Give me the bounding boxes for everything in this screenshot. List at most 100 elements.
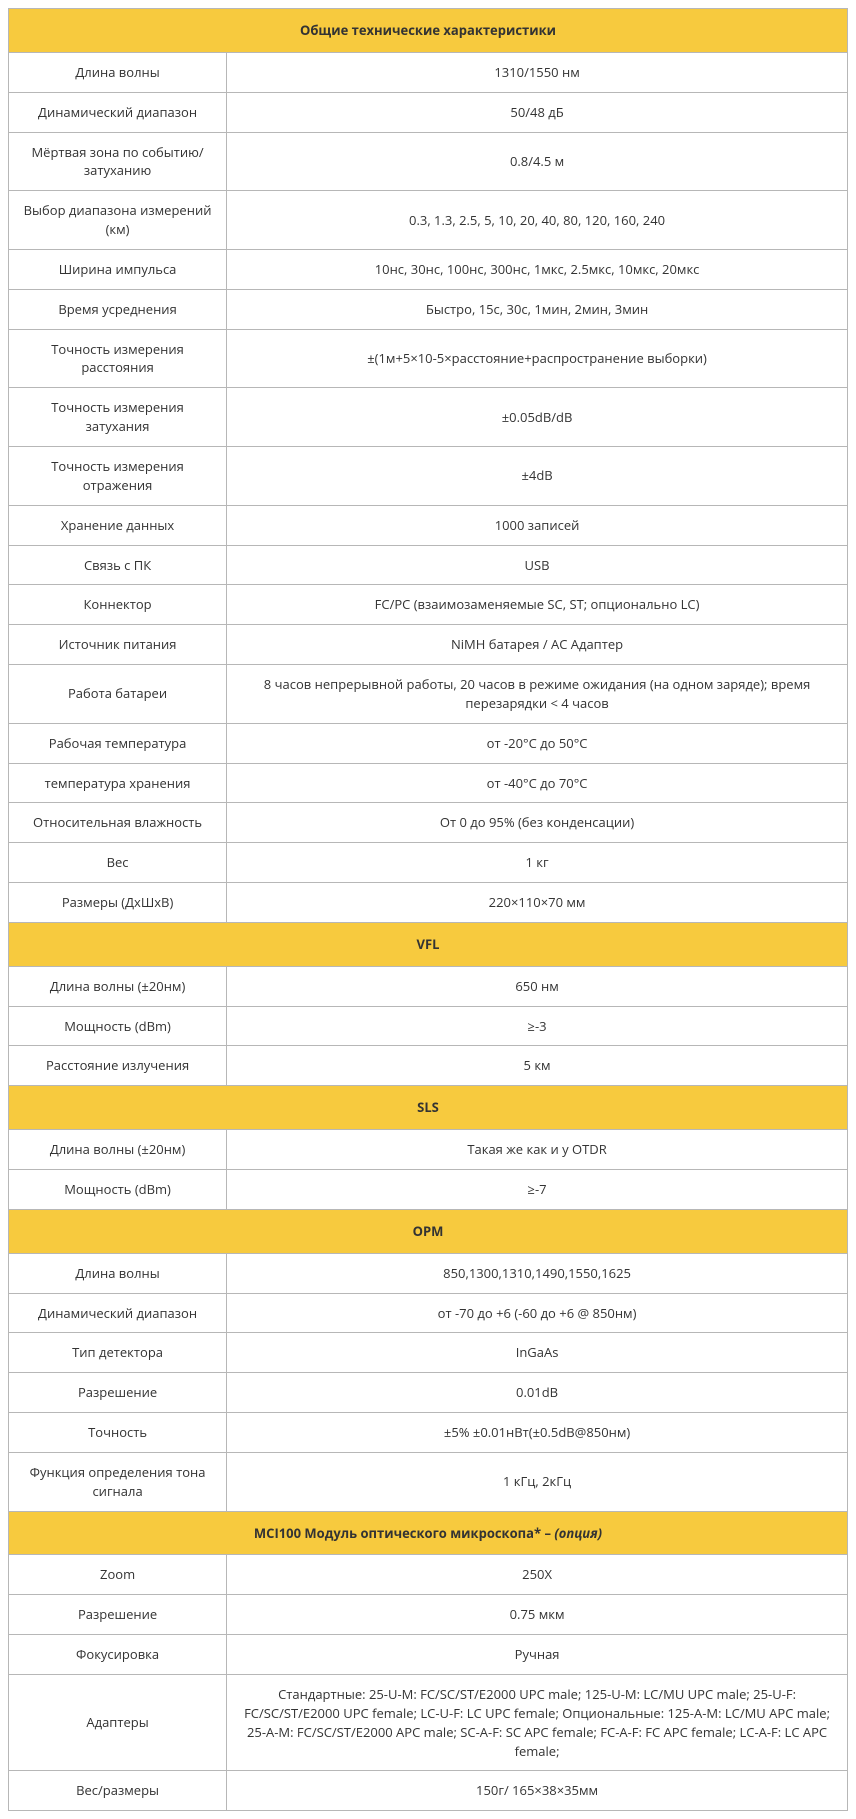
table-row: Точность измерения отражения±4dB — [9, 446, 848, 505]
value-cell: 1310/1550 нм — [227, 52, 848, 92]
table-row: Ширина импульса10нс, 30нс, 100нс, 300нс,… — [9, 249, 848, 289]
param-cell: Точность — [9, 1413, 227, 1453]
param-cell: Выбор диапазона измерений (км) — [9, 191, 227, 250]
param-cell: Zoom — [9, 1555, 227, 1595]
table-row: температура храненияот -40°C до 70°C — [9, 763, 848, 803]
param-cell: Длина волны — [9, 52, 227, 92]
table-row: Длина волны850,1300,1310,1490,1550,1625 — [9, 1253, 848, 1293]
section-title-vfl: VFL — [9, 922, 848, 966]
param-cell: Вес — [9, 843, 227, 883]
table-row: Длина волны (±20нм)650 нм — [9, 966, 848, 1006]
param-cell: Разрешение — [9, 1373, 227, 1413]
spec-table-body: Общие технические характеристики Длина в… — [9, 9, 848, 1811]
value-cell: 50/48 дБ — [227, 92, 848, 132]
param-cell: Мощность (dBm) — [9, 1170, 227, 1210]
param-cell: Источник питания — [9, 625, 227, 665]
param-cell: Длина волны (±20нм) — [9, 1130, 227, 1170]
param-cell: Длина волны — [9, 1253, 227, 1293]
table-row: ФокусировкаРучная — [9, 1635, 848, 1675]
value-cell: ≥-7 — [227, 1170, 848, 1210]
value-cell: USB — [227, 545, 848, 585]
value-cell: 0.3, 1.3, 2.5, 5, 10, 20, 40, 80, 120, 1… — [227, 191, 848, 250]
table-row: Разрешение0.01dB — [9, 1373, 848, 1413]
section-title-opm: OPM — [9, 1209, 848, 1253]
value-cell: ±4dB — [227, 446, 848, 505]
section-header-vfl: VFL — [9, 922, 848, 966]
param-cell: Функция определения тона сигнала — [9, 1452, 227, 1511]
table-row: Разрешение0.75 мкм — [9, 1595, 848, 1635]
table-row: Работа батареи8 часов непрерывной работы… — [9, 665, 848, 724]
table-row: Вес1 кг — [9, 843, 848, 883]
value-cell: 1 кг — [227, 843, 848, 883]
value-cell: Такая же как и у OTDR — [227, 1130, 848, 1170]
value-cell: 0.01dB — [227, 1373, 848, 1413]
table-row: Мёртвая зона по событию/затуханию0.8/4.5… — [9, 132, 848, 191]
param-cell: Разрешение — [9, 1595, 227, 1635]
value-cell: InGaAs — [227, 1333, 848, 1373]
param-cell: Время усреднения — [9, 289, 227, 329]
table-row: Связь с ПКUSB — [9, 545, 848, 585]
table-row: Рабочая температураот -20°C до 50°C — [9, 723, 848, 763]
table-row: КоннекторFC/PC (взаимозаменяемые SC, ST;… — [9, 585, 848, 625]
section-title-mci100: MCI100 Модуль оптического микроскопа* – … — [9, 1511, 848, 1555]
table-row: Источник питанияNiMH батарея / AC Адапте… — [9, 625, 848, 665]
value-cell: NiMH батарея / AC Адаптер — [227, 625, 848, 665]
section-title-general: Общие технические характеристики — [9, 9, 848, 53]
table-row: Вес/размеры150г/ 165×38×35мм — [9, 1771, 848, 1811]
section-title-sls: SLS — [9, 1086, 848, 1130]
param-cell: Относительная влажность — [9, 803, 227, 843]
param-cell: Рабочая температура — [9, 723, 227, 763]
param-cell: Точность измерения отражения — [9, 446, 227, 505]
value-cell: От 0 до 95% (без конденсации) — [227, 803, 848, 843]
value-cell: ±0.05dB/dB — [227, 388, 848, 447]
table-row: Относительная влажностьОт 0 до 95% (без … — [9, 803, 848, 843]
value-cell: 5 км — [227, 1046, 848, 1086]
table-row: Точность измерения затухания±0.05dB/dB — [9, 388, 848, 447]
value-cell: ±(1м+5×10-5×расстояние+распространение в… — [227, 329, 848, 388]
param-cell: Коннектор — [9, 585, 227, 625]
value-cell: 10нс, 30нс, 100нс, 300нс, 1мкс, 2.5мкс, … — [227, 249, 848, 289]
value-cell: от -20°C до 50°C — [227, 723, 848, 763]
table-row: Точность±5% ±0.01нВт(±0.5dB@850нм) — [9, 1413, 848, 1453]
param-cell: Адаптеры — [9, 1674, 227, 1770]
table-row: Точность измерения расстояния±(1м+5×10-5… — [9, 329, 848, 388]
table-row: Расстояние излучения5 км — [9, 1046, 848, 1086]
value-cell: 850,1300,1310,1490,1550,1625 — [227, 1253, 848, 1293]
param-cell: Хранение данных — [9, 505, 227, 545]
value-cell: ±5% ±0.01нВт(±0.5dB@850нм) — [227, 1413, 848, 1453]
table-row: Динамический диапазонот -70 до +6 (-60 д… — [9, 1293, 848, 1333]
param-cell: Фокусировка — [9, 1635, 227, 1675]
value-cell: ≥-3 — [227, 1006, 848, 1046]
table-row: Длина волны (±20нм)Такая же как и у OTDR — [9, 1130, 848, 1170]
value-cell: от -70 до +6 (-60 до +6 @ 850нм) — [227, 1293, 848, 1333]
table-row: Длина волны1310/1550 нм — [9, 52, 848, 92]
mci100-title-main: MCI100 Модуль оптического микроскопа* – — [254, 1524, 554, 1542]
value-cell: 220×110×70 мм — [227, 883, 848, 923]
param-cell: Размеры (ДхШхВ) — [9, 883, 227, 923]
value-cell: 0.8/4.5 м — [227, 132, 848, 191]
table-row: Хранение данных1000 записей — [9, 505, 848, 545]
param-cell: Тип детектора — [9, 1333, 227, 1373]
param-cell: Точность измерения затухания — [9, 388, 227, 447]
param-cell: Мощность (dBm) — [9, 1006, 227, 1046]
table-row: Zoom250X — [9, 1555, 848, 1595]
table-row: Размеры (ДхШхВ)220×110×70 мм — [9, 883, 848, 923]
section-header-general: Общие технические характеристики — [9, 9, 848, 53]
table-row: Мощность (dBm)≥-7 — [9, 1170, 848, 1210]
param-cell: Связь с ПК — [9, 545, 227, 585]
value-cell: 650 нм — [227, 966, 848, 1006]
param-cell: Расстояние излучения — [9, 1046, 227, 1086]
value-cell: 250X — [227, 1555, 848, 1595]
param-cell: Вес/размеры — [9, 1771, 227, 1811]
value-cell: 0.75 мкм — [227, 1595, 848, 1635]
param-cell: Динамический диапазон — [9, 92, 227, 132]
spec-table: Общие технические характеристики Длина в… — [8, 8, 848, 1811]
param-cell: Ширина импульса — [9, 249, 227, 289]
value-cell: 8 часов непрерывной работы, 20 часов в р… — [227, 665, 848, 724]
value-cell: Стандартные: 25-U-M: FC/SC/ST/E2000 UPC … — [227, 1674, 848, 1770]
table-row: Выбор диапазона измерений (км)0.3, 1.3, … — [9, 191, 848, 250]
table-row: Время усредненияБыстро, 15с, 30с, 1мин, … — [9, 289, 848, 329]
table-row: Тип детектораInGaAs — [9, 1333, 848, 1373]
table-row: Мощность (dBm)≥-3 — [9, 1006, 848, 1046]
mci100-title-option: (опция) — [554, 1524, 602, 1542]
